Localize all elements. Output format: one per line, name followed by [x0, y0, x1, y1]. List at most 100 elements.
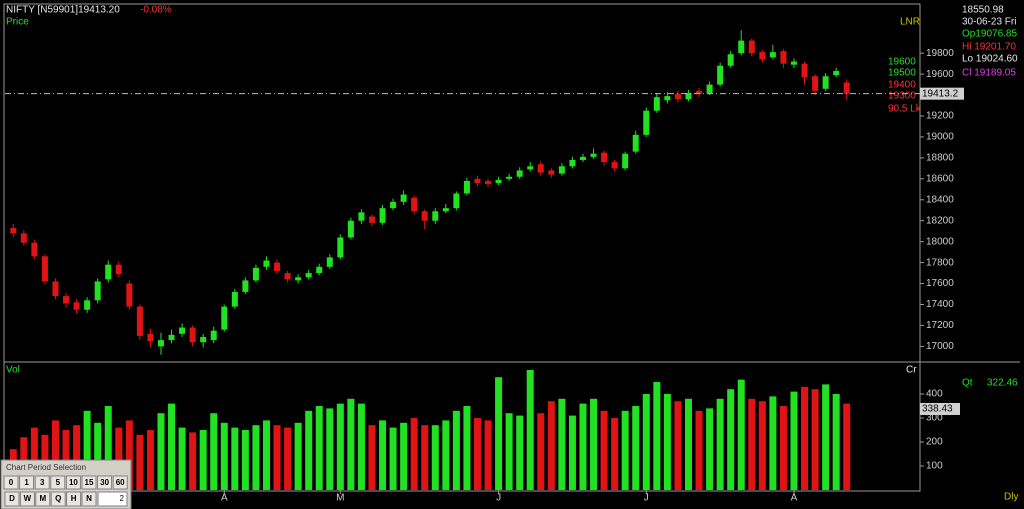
period-button-label[interactable]: 0 [9, 478, 14, 487]
volume-bar [526, 370, 534, 490]
period-button[interactable] [50, 491, 66, 507]
period-button-label[interactable]: 10 [69, 478, 78, 487]
open: Op19076.85 [962, 29, 1017, 40]
volume-bar [389, 427, 397, 490]
candle-body [210, 330, 217, 341]
period-button-label[interactable]: N [86, 494, 92, 503]
period-button[interactable] [19, 491, 35, 507]
period-button-label[interactable]: 60 [116, 478, 125, 487]
period-button-label[interactable]: 5 [56, 478, 61, 487]
candle-body [579, 156, 586, 160]
candle-body [495, 179, 502, 184]
volume-bar [305, 410, 313, 490]
level-label: 19300 [888, 91, 916, 102]
period-button[interactable] [19, 475, 35, 490]
volume-bar [484, 420, 492, 490]
candle-body [727, 54, 734, 66]
period-button-label[interactable]: M [39, 494, 46, 503]
volume-bar [516, 415, 524, 490]
candle-body [242, 280, 249, 292]
period-input-value[interactable]: 2 [120, 494, 125, 503]
volume-bar [241, 430, 249, 490]
volume-bar [590, 398, 598, 490]
period-button-label[interactable]: 15 [85, 478, 94, 487]
candle-body [769, 52, 776, 58]
period-button-label[interactable]: 1 [24, 478, 29, 487]
volume-bar [706, 408, 714, 490]
candle-body [463, 180, 470, 194]
period-button[interactable] [34, 475, 50, 490]
period-label: Dly [1004, 492, 1018, 503]
volume-bar [336, 403, 344, 490]
candle-body [664, 96, 671, 101]
candle-body [569, 159, 576, 167]
candle-body [368, 216, 375, 223]
volume-bar [136, 434, 144, 490]
y-tick-label: 200 [926, 437, 943, 448]
volume-bar [315, 406, 323, 490]
volume-bar [632, 406, 640, 490]
period-button[interactable] [81, 491, 97, 507]
volume-bar [421, 425, 429, 490]
candle-body [221, 306, 228, 330]
y-tick-label: 18000 [926, 236, 954, 247]
candle-body [274, 262, 281, 271]
y-tick-label: 18400 [926, 194, 954, 205]
period-button[interactable] [97, 475, 113, 490]
period-button-label[interactable]: 30 [100, 478, 109, 487]
volume-bar [30, 427, 38, 490]
candle-body [105, 264, 112, 280]
period-button[interactable] [112, 475, 128, 490]
volume-bar [210, 413, 218, 490]
volume-bar [505, 413, 513, 490]
period-button[interactable] [66, 491, 82, 507]
period-button[interactable] [3, 475, 19, 490]
candle-body [316, 266, 323, 274]
volume-bar [811, 389, 819, 490]
candle-body [685, 92, 692, 100]
volume-bar [727, 389, 735, 490]
candle-body [601, 152, 608, 163]
candle-body [801, 63, 808, 78]
candle-body [347, 220, 354, 238]
candle-body [400, 194, 407, 202]
volume-bar [284, 427, 292, 490]
period-button-label[interactable]: Q [55, 494, 61, 503]
candle-body [558, 166, 565, 174]
period-button[interactable] [4, 491, 20, 507]
candle-body [189, 327, 196, 343]
period-button-label[interactable]: D [9, 494, 15, 503]
crosshair-value: 18550.98 [962, 5, 1004, 16]
candle-body [537, 164, 544, 173]
candle-body [157, 340, 164, 347]
level-label: 19600 [888, 57, 916, 68]
period-button[interactable] [81, 475, 97, 490]
volume-bar [262, 420, 270, 490]
y-tick-label: 300 [926, 413, 943, 424]
last-price-label: 19413.2 [922, 88, 959, 99]
volume-bar [568, 415, 576, 490]
volume-bar [843, 403, 851, 490]
period-button[interactable] [65, 475, 81, 490]
volume-bar [94, 422, 102, 490]
volume-bar [273, 425, 281, 490]
low: Lo 19024.60 [962, 54, 1018, 65]
volume-bar [115, 427, 123, 490]
period-button-label[interactable]: H [71, 494, 77, 503]
x-tick-label: A [221, 493, 228, 504]
period-input[interactable] [97, 491, 128, 507]
volume-bar [125, 420, 133, 490]
candle-body [706, 84, 713, 93]
period-button-label[interactable]: W [24, 494, 32, 503]
period-button[interactable] [50, 475, 66, 490]
volume-bar [157, 413, 165, 490]
period-button-label[interactable]: 3 [40, 478, 45, 487]
period-button[interactable] [35, 491, 51, 507]
candle-body [20, 233, 27, 243]
symbol: NIFTY [N59901]19413.20 [6, 5, 120, 16]
volume-bar [168, 403, 176, 490]
volume-bar [452, 410, 460, 490]
candle-body [31, 242, 38, 257]
candle-body [812, 76, 819, 91]
